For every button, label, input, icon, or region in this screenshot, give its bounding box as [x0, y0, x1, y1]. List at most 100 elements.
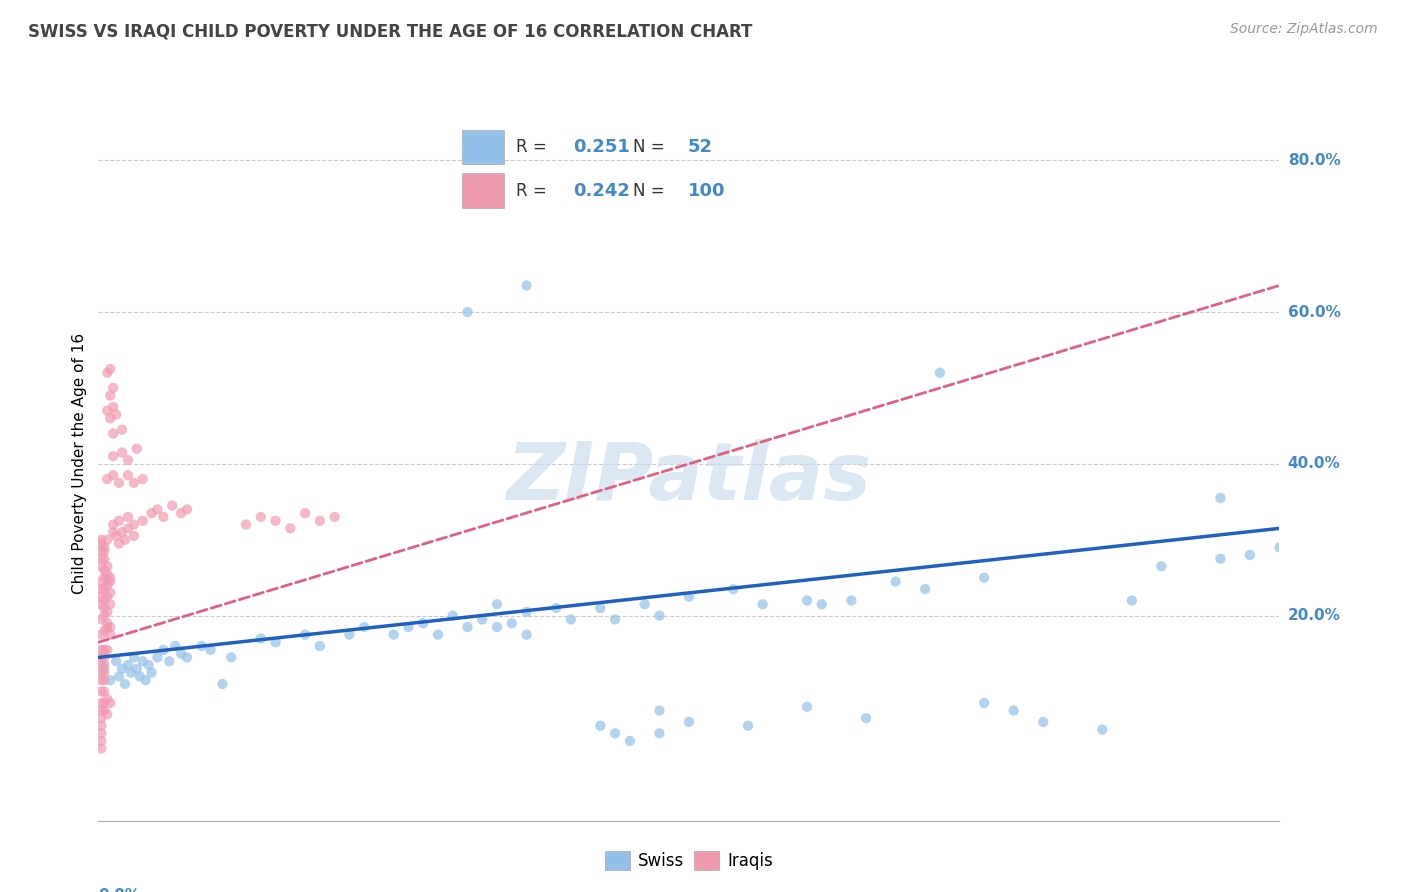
- Point: [152, 643, 174, 657]
- Point: [90, 551, 112, 566]
- Point: [93, 541, 115, 555]
- Point: [353, 620, 375, 634]
- Point: [1209, 551, 1232, 566]
- Legend: Swiss, Iraqis: Swiss, Iraqis: [598, 844, 780, 877]
- Point: [117, 521, 139, 535]
- Point: [839, 593, 862, 607]
- Point: [294, 506, 316, 520]
- Point: [90, 559, 112, 574]
- Point: [90, 612, 112, 626]
- Point: [93, 684, 115, 698]
- Point: [122, 650, 145, 665]
- Point: [98, 571, 121, 585]
- Point: [128, 669, 150, 683]
- Point: [117, 468, 139, 483]
- Point: [721, 582, 744, 596]
- Point: [309, 639, 332, 653]
- Point: [456, 620, 478, 634]
- Point: [103, 449, 125, 463]
- Point: [200, 643, 222, 657]
- Point: [170, 506, 193, 520]
- Point: [855, 711, 877, 725]
- Point: [93, 673, 115, 688]
- Point: [176, 650, 198, 665]
- Point: [125, 662, 148, 676]
- Point: [501, 616, 523, 631]
- Point: [93, 650, 115, 665]
- Point: [93, 608, 115, 623]
- Point: [589, 601, 612, 615]
- Point: [93, 662, 115, 676]
- Text: 60.0%: 60.0%: [1288, 304, 1341, 319]
- Point: [1239, 548, 1261, 562]
- Point: [152, 510, 174, 524]
- Text: 20.0%: 20.0%: [1288, 608, 1341, 624]
- Point: [544, 601, 567, 615]
- Point: [1268, 541, 1291, 555]
- Point: [96, 366, 118, 380]
- Point: [138, 658, 160, 673]
- Point: [96, 605, 118, 619]
- Point: [928, 366, 950, 380]
- Point: [441, 608, 464, 623]
- Text: 40.0%: 40.0%: [1288, 457, 1340, 471]
- Point: [90, 719, 112, 733]
- Point: [98, 388, 121, 402]
- Point: [90, 643, 112, 657]
- Point: [90, 696, 112, 710]
- Point: [456, 305, 478, 319]
- Point: [98, 696, 121, 710]
- Point: [98, 627, 121, 641]
- Point: [589, 719, 612, 733]
- Point: [98, 673, 121, 688]
- Point: [162, 499, 183, 513]
- Point: [93, 563, 115, 577]
- Point: [157, 654, 180, 668]
- Point: [337, 627, 360, 641]
- Point: [132, 514, 155, 528]
- Text: Source: ZipAtlas.com: Source: ZipAtlas.com: [1230, 22, 1378, 37]
- Point: [117, 453, 139, 467]
- Point: [96, 643, 118, 657]
- Point: [132, 472, 155, 486]
- Point: [93, 601, 115, 615]
- Point: [165, 639, 187, 653]
- Point: [515, 278, 537, 293]
- Point: [1091, 723, 1114, 737]
- Point: [96, 616, 118, 631]
- Point: [96, 590, 118, 604]
- Point: [678, 714, 700, 729]
- Point: [633, 597, 655, 611]
- Point: [90, 704, 112, 718]
- Point: [737, 719, 759, 733]
- Point: [294, 627, 316, 641]
- Point: [90, 673, 112, 688]
- Point: [235, 517, 257, 532]
- Point: [250, 632, 273, 646]
- Point: [108, 475, 131, 490]
- Point: [90, 650, 112, 665]
- Point: [98, 620, 121, 634]
- Point: [114, 533, 136, 547]
- Point: [219, 650, 242, 665]
- Point: [93, 571, 115, 585]
- Point: [103, 517, 125, 532]
- Point: [93, 704, 115, 718]
- Point: [122, 475, 145, 490]
- Point: [90, 590, 112, 604]
- Point: [170, 647, 193, 661]
- Point: [98, 411, 121, 425]
- Point: [96, 472, 118, 486]
- Point: [103, 525, 125, 540]
- Point: [1209, 491, 1232, 505]
- Point: [90, 582, 112, 596]
- Point: [103, 381, 125, 395]
- Point: [382, 627, 405, 641]
- Point: [90, 544, 112, 558]
- Point: [93, 696, 115, 710]
- Point: [309, 514, 332, 528]
- Point: [96, 578, 118, 592]
- Point: [93, 643, 115, 657]
- Point: [90, 533, 112, 547]
- Point: [1032, 714, 1054, 729]
